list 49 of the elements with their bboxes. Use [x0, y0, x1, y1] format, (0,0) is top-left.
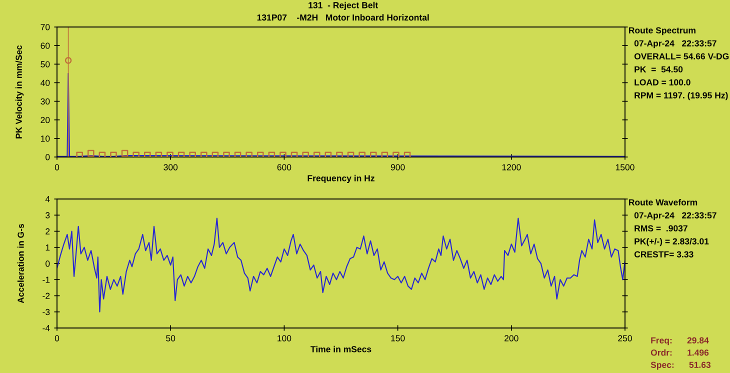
chart-title: 131 - Reject Belt [308, 2, 378, 10]
y-tick-label: -1 [42, 276, 50, 283]
y-tick-label: 10 [40, 135, 50, 142]
y-tick-label: 4 [45, 196, 50, 202]
x-tick-label: 600 [277, 164, 292, 170]
x-tick-label: 250 [618, 335, 632, 342]
y-tick-label: 3 [46, 212, 50, 218]
x-axis-title: Frequency in Hz [308, 174, 374, 184]
text: Freq: 29.84 [651, 337, 709, 346]
x-tick-label: 300 [164, 164, 178, 170]
x-tick-label: 1200 [502, 164, 521, 170]
x-axis-title: Time in mSecs [310, 346, 372, 352]
x-tick-label: 100 [278, 335, 292, 342]
y-tick-label: 20 [40, 116, 50, 124]
x-tick-label: 1500 [616, 164, 634, 170]
text: Spec: 51.63 [650, 362, 711, 370]
x-tick-label: 50 [166, 335, 176, 342]
y-tick-label: 50 [40, 61, 50, 68]
y-tick-label: -3 [42, 308, 50, 316]
y-tick-label: 40 [40, 80, 50, 86]
x-tick-label: 150 [391, 335, 405, 342]
y-tick-label: 30 [40, 98, 50, 105]
text: CRESTF= 3.33 [634, 251, 694, 258]
text: RPM = 1197. (19.95 Hz) [634, 92, 728, 100]
x-tick-label: 0 [54, 164, 60, 170]
text: Ordr: 1.496 [650, 349, 709, 356]
y-axis-title: Acceleration in G-s [17, 224, 24, 304]
text: Route Spectrum [628, 27, 696, 36]
y-tick-label: 70 [40, 24, 50, 30]
y-tick-label: -2 [42, 292, 50, 299]
text: 07-Apr-24 22:33:57 [634, 212, 716, 220]
chart-subtitle: 131P07 -M2H Motor Inboard Horizontal [257, 14, 429, 21]
x-tick-label: 900 [390, 164, 405, 170]
text: LOAD = 100.0 [634, 79, 690, 86]
text: 07-Apr-24 22:33:57 [634, 40, 716, 48]
y-axis-title: PK Velocity in mm/Sec [16, 45, 24, 138]
x-tick-label: 0 [54, 335, 60, 342]
y-tick-label: 2 [46, 228, 50, 234]
text: Route Waveform [628, 199, 698, 206]
text: PK(+/-) = 2.83/3.01 [634, 238, 709, 246]
y-tick-label: 0 [46, 154, 50, 160]
x-tick-label: 200 [504, 335, 518, 342]
y-tick-label: 60 [40, 42, 50, 49]
text: PK = 54.50 [634, 66, 683, 72]
y-tick-label: -4 [42, 325, 50, 332]
y-tick-label: 0 [46, 260, 50, 267]
text: OVERALL= 54.66 V-DG [634, 53, 729, 60]
y-tick-label: 1 [46, 244, 50, 251]
text: RMS = .9037 [634, 225, 688, 232]
